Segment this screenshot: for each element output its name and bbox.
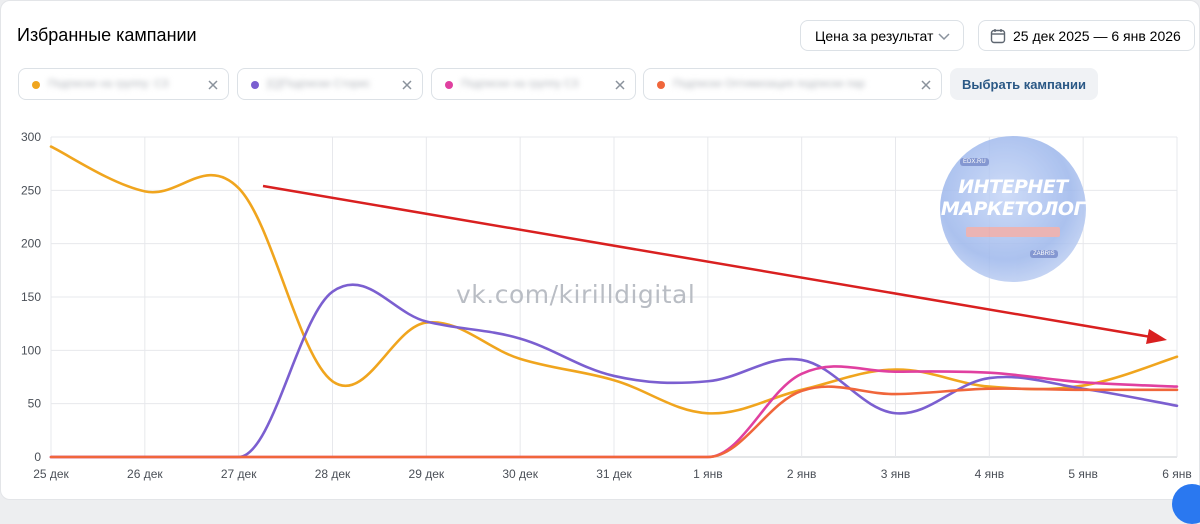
y-tick-label: 300 bbox=[21, 130, 41, 144]
close-icon[interactable] bbox=[207, 78, 219, 96]
chat-fab-button[interactable] bbox=[1172, 484, 1200, 524]
x-tick-label: 28 дек bbox=[315, 467, 351, 481]
line-chart: 0 50 100 150 200 250 300 25 дек 26 дек 27 дек 28 … bbox=[21, 130, 1192, 481]
y-tick-label: 250 bbox=[21, 183, 41, 197]
x-tick-label: 1 янв bbox=[693, 467, 723, 481]
x-tick-label: 5 янв bbox=[1068, 467, 1098, 481]
campaign-color-dot bbox=[251, 81, 259, 89]
close-icon[interactable] bbox=[614, 78, 626, 96]
x-tick-label: 27 дек bbox=[221, 467, 257, 481]
x-tick-label: 4 янв bbox=[975, 467, 1005, 481]
x-tick-label: 29 дек bbox=[409, 467, 445, 481]
select-campaigns-button[interactable]: Выбрать кампании bbox=[950, 68, 1098, 100]
calendar-icon bbox=[990, 28, 1006, 47]
campaign-chip[interactable]: Подписки на группу: СЗ bbox=[18, 68, 229, 100]
watermark: vk.com/kirilldigital bbox=[456, 280, 696, 309]
date-range-value: 25 дек 2025 — 6 янв 2026 bbox=[1013, 27, 1181, 44]
trend-arrow-head bbox=[1146, 329, 1167, 344]
badge-tag: EDX.RU bbox=[960, 158, 989, 166]
y-tick-label: 200 bbox=[21, 237, 41, 251]
campaign-color-dot bbox=[32, 81, 40, 89]
metric-select[interactable]: Цена за результат bbox=[800, 20, 964, 51]
trend-arrow-line bbox=[262, 184, 1152, 339]
x-tick-label: 31 дек bbox=[596, 467, 632, 481]
campaign-chip[interactable]: Подписки на группу СЗ bbox=[431, 68, 636, 100]
x-tick-label: 6 янв bbox=[1162, 467, 1192, 481]
campaign-chip-label: Подписки на группу: СЗ bbox=[48, 78, 169, 90]
badge-line2: МАРКЕТОЛОГ bbox=[940, 198, 1086, 220]
campaign-color-dot bbox=[657, 81, 665, 89]
campaign-chip[interactable]: Подписки Оптимизация подписки пар bbox=[643, 68, 942, 100]
y-tick-label: 50 bbox=[28, 397, 42, 411]
chevron-down-icon bbox=[937, 29, 951, 46]
series-line-2 bbox=[49, 283, 1179, 459]
campaign-chip-label: Подписки Оптимизация подписки пар bbox=[673, 78, 865, 90]
x-tick-label: 3 янв bbox=[881, 467, 911, 481]
close-icon[interactable] bbox=[401, 78, 413, 96]
marketer-badge-logo: EDX.RU ИНТЕРНЕТ МАРКЕТОЛОГ ZABRIS bbox=[940, 136, 1086, 282]
metric-select-value: Цена за результат bbox=[815, 27, 934, 44]
close-icon[interactable] bbox=[920, 78, 932, 96]
x-tick-label: 30 дек bbox=[502, 467, 538, 481]
trend-arrow bbox=[262, 184, 1167, 344]
badge-tag: ZABRIS bbox=[1030, 250, 1058, 258]
y-tick-label: 100 bbox=[21, 343, 41, 357]
campaign-chip-label: [Q]Подписки Сторис bbox=[267, 78, 371, 90]
badge-line1: ИНТЕРНЕТ bbox=[958, 176, 1068, 198]
date-range-picker[interactable]: 25 дек 2025 — 6 янв 2026 bbox=[978, 20, 1195, 51]
favorite-campaigns-card: Избранные кампании Цена за результат 25 … bbox=[0, 0, 1200, 500]
x-tick-label: 26 дек bbox=[127, 467, 163, 481]
y-tick-label: 0 bbox=[34, 450, 41, 464]
campaign-chip[interactable]: [Q]Подписки Сторис bbox=[237, 68, 423, 100]
y-tick-label: 150 bbox=[21, 290, 41, 304]
series-line-1 bbox=[49, 145, 1179, 415]
badge-strip bbox=[966, 227, 1060, 237]
campaign-chip-label: Подписки на группу СЗ bbox=[461, 78, 579, 90]
card-title: Избранные кампании bbox=[17, 25, 197, 45]
series-line-4 bbox=[49, 385, 1179, 459]
campaign-color-dot bbox=[445, 81, 453, 89]
x-tick-label: 25 дек bbox=[33, 467, 69, 481]
chart-series bbox=[49, 145, 1179, 459]
x-tick-label: 2 янв bbox=[787, 467, 817, 481]
x-axis-ticks: 25 дек 26 дек 27 дек 28 дек 29 дек 30 дек 31 д… bbox=[33, 467, 1192, 481]
y-axis-ticks: 0 50 100 150 200 250 300 bbox=[21, 130, 41, 464]
